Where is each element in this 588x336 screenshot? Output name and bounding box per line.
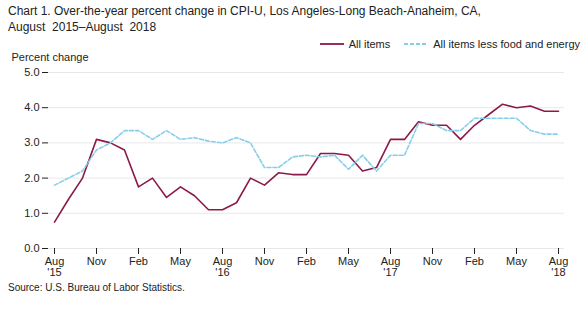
svg-text:1.0: 1.0 [24,207,39,219]
svg-text:Feb: Feb [297,255,316,267]
svg-text:Nov: Nov [255,255,275,267]
svg-text:Nov: Nov [87,255,107,267]
svg-text:Feb: Feb [465,255,484,267]
html-text:All items: All items [348,38,391,51]
html-text:Source: U.S. Bureau of Labor S: Source: U.S. Bureau of Labor Statistics. [8,282,185,294]
svg-text:Aug'17: Aug'17 [381,255,401,278]
svg-text:2.0: 2.0 [24,172,39,184]
svg-text:May: May [506,255,527,267]
svg-text:3.0: 3.0 [24,137,39,149]
svg-text:Nov: Nov [423,255,443,267]
svg-text:5.0: 5.0 [24,66,39,78]
svg-text:Percent change: Percent change [12,51,89,63]
svg-text:Aug'16: Aug'16 [213,255,233,278]
svg-text:Feb: Feb [129,255,148,267]
svg-text:0.0: 0.0 [24,242,39,254]
svg-text:4.0: 4.0 [24,101,39,113]
svg-text:May: May [170,255,191,267]
html-text:Chart 1. Over-the-year percent: Chart 1. Over-the-year percent change in… [8,4,481,34]
svg-text:May: May [338,255,359,267]
html-text:All items less food and energy: All items less food and energy [433,38,580,51]
svg-text:Aug'15: Aug'15 [45,255,65,278]
svg-text:Aug'18: Aug'18 [549,255,569,278]
